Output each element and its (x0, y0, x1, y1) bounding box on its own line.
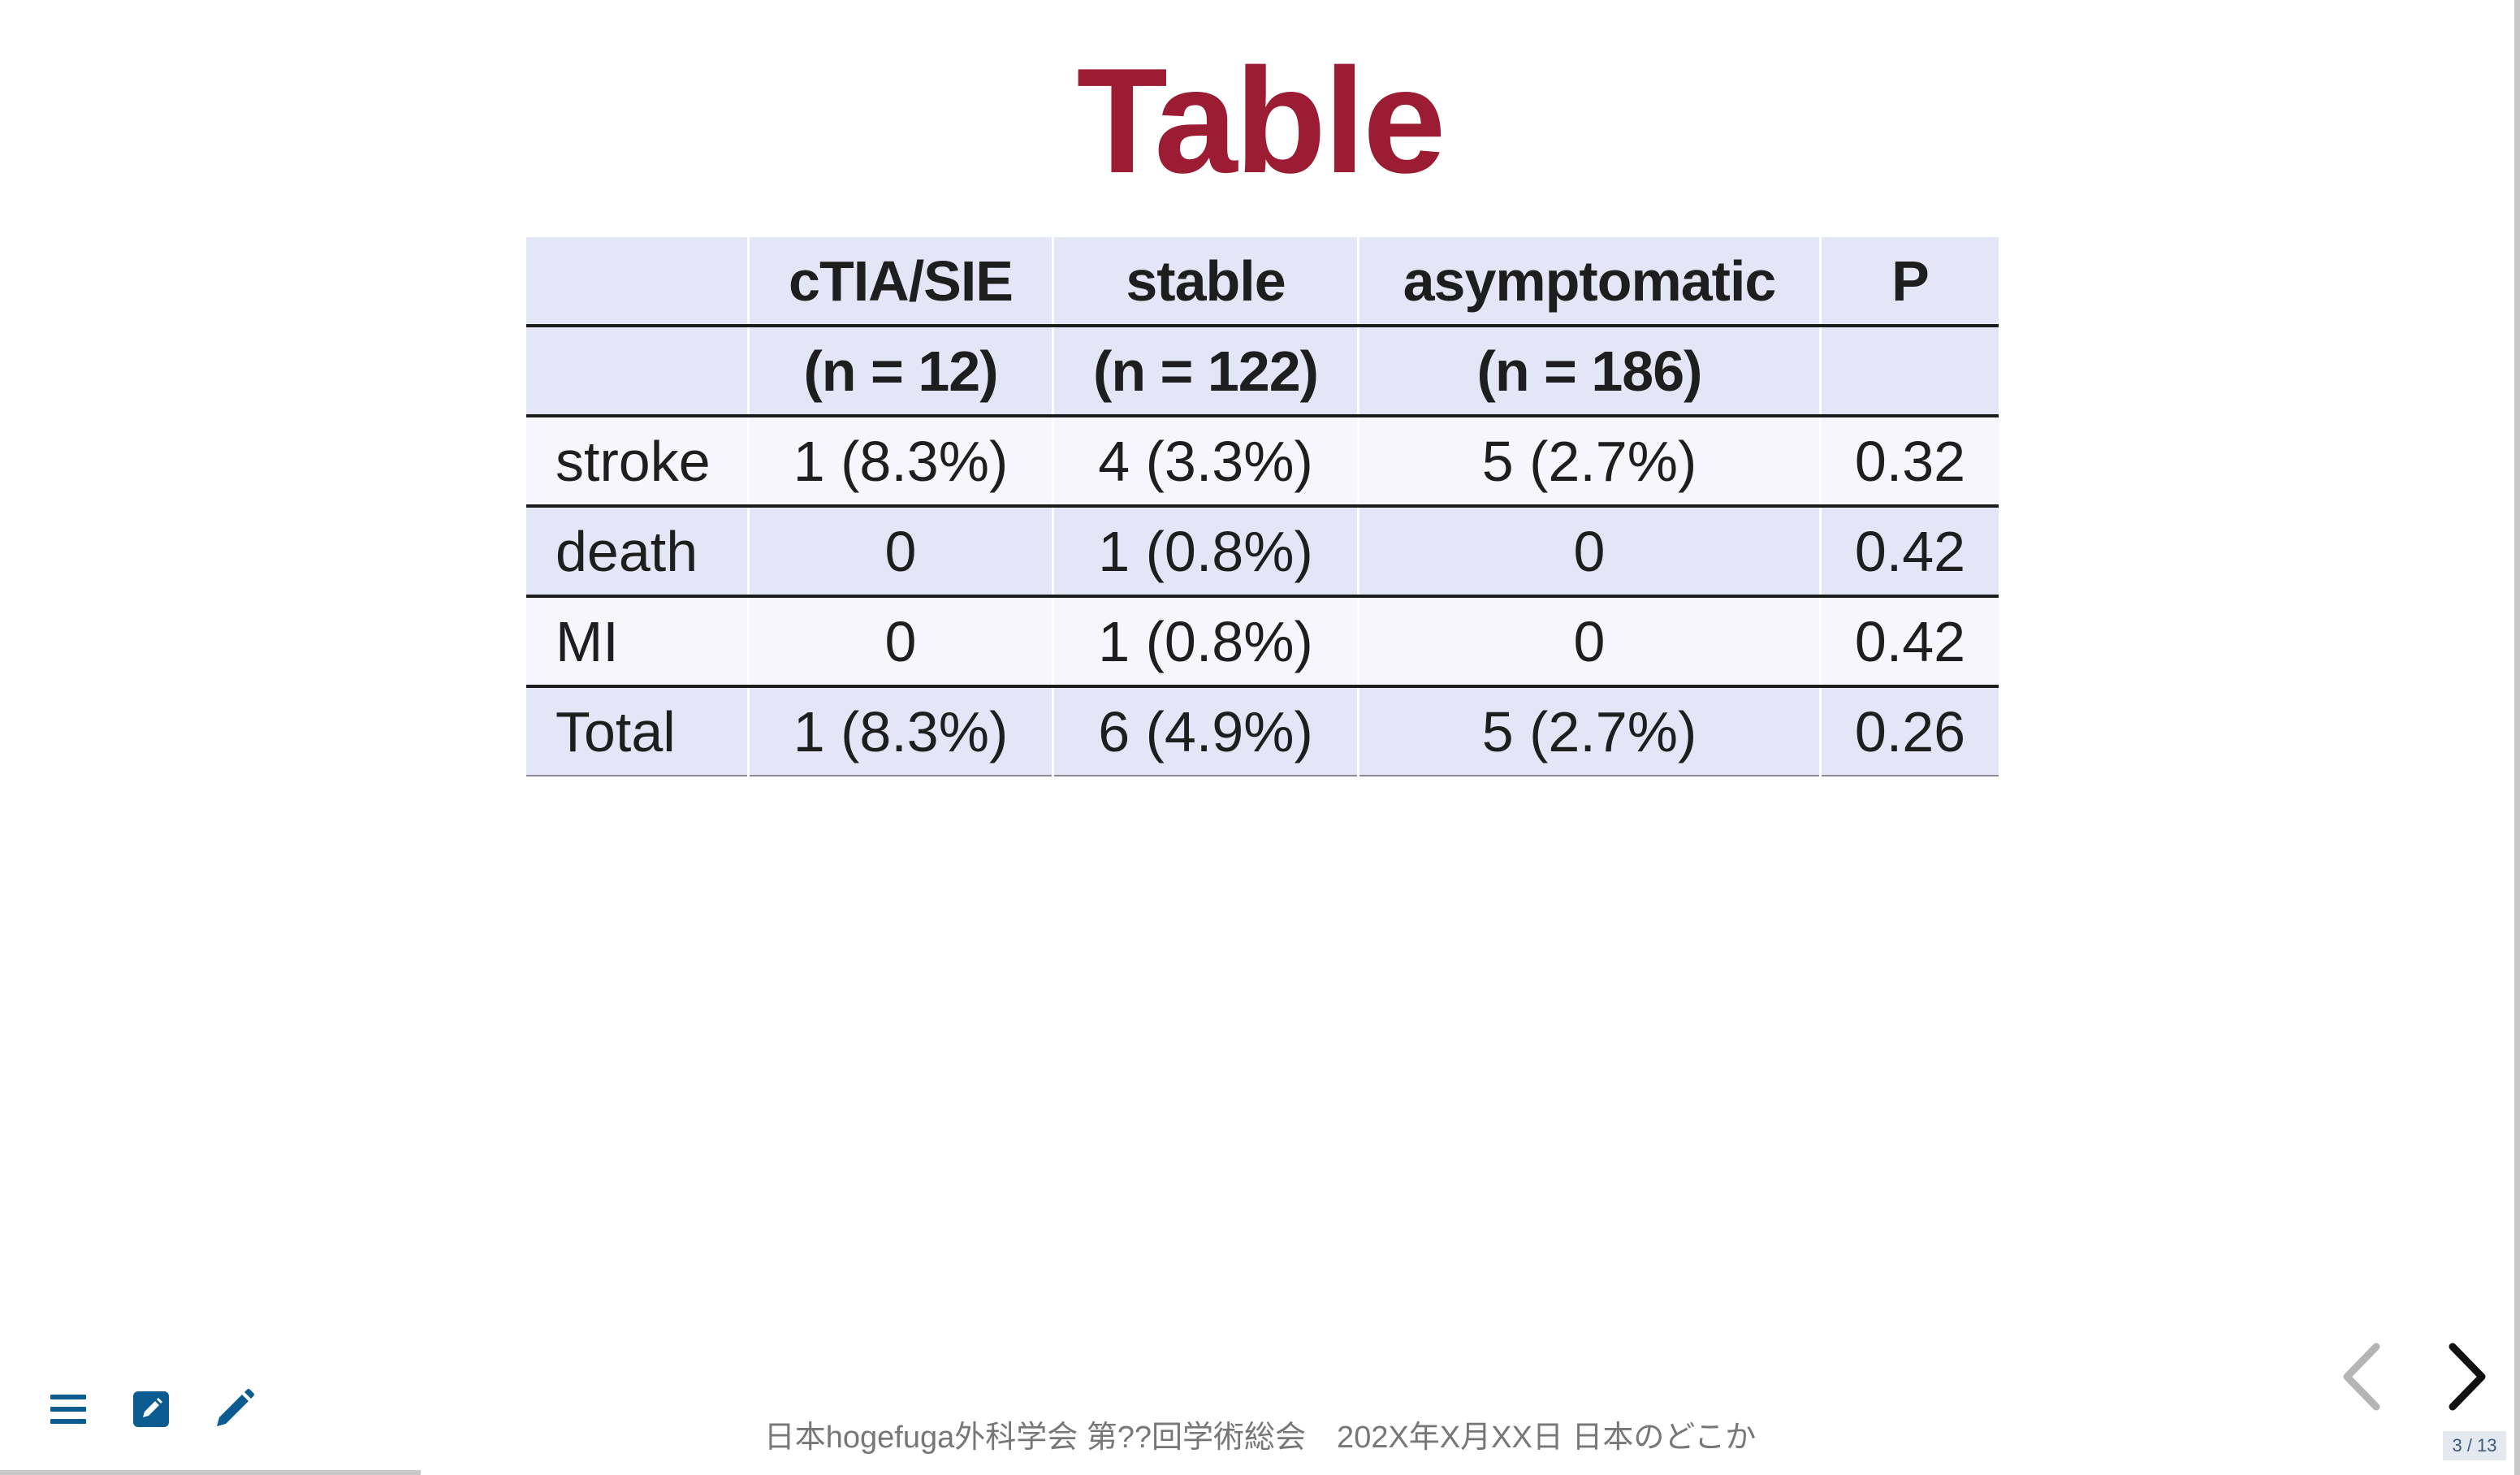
table-cell: 1 (8.3%) (747, 686, 1053, 776)
subheader-cell (1819, 326, 1999, 417)
table-cell: 1 (8.3%) (747, 416, 1053, 508)
row-label: stroke (526, 416, 749, 508)
table-cell: 5 (2.7%) (1357, 686, 1821, 776)
progress-bar (0, 1470, 421, 1475)
table-cell: 0.32 (1819, 416, 1999, 508)
menu-button[interactable] (44, 1385, 93, 1434)
pencil-icon (217, 1389, 254, 1426)
row-label: death (526, 506, 749, 598)
header-cell-p: P (1819, 237, 1999, 327)
slide-title: Table (1076, 37, 1446, 204)
subheader-cell: (n = 122) (1052, 326, 1359, 417)
subheader-cell: (n = 186) (1357, 326, 1821, 417)
slide-footer: 日本hogefuga外科学会 第??回学術総会 202X年X月XX日 日本のどこ… (763, 1421, 1757, 1455)
next-slide-button[interactable] (2435, 1340, 2500, 1413)
table-cell: 0 (747, 506, 1053, 598)
slide-toolbar (44, 1381, 292, 1438)
table-cell: 1 (0.8%) (1052, 506, 1359, 598)
chevron-left-icon (2343, 1343, 2380, 1411)
table-cell: 6 (4.9%) (1052, 686, 1359, 776)
table-row: death 0 1 (0.8%) 0 0.42 (526, 506, 1999, 598)
table-cell: 4 (3.3%) (1052, 416, 1359, 508)
scrollbar-edge (2514, 0, 2520, 1475)
table-row: MI 0 1 (0.8%) 0 0.42 (526, 596, 1999, 688)
header-cell-stable: stable (1052, 237, 1359, 327)
table-subheader-row: (n = 12) (n = 122) (n = 186) (526, 326, 1999, 417)
draw-button[interactable] (210, 1385, 258, 1434)
header-cell-ctia-sie: cTIA/SIE (747, 237, 1053, 327)
table-cell: 0.42 (1819, 506, 1999, 598)
row-label: MI (526, 596, 749, 688)
table-cell: 0.26 (1819, 686, 1999, 776)
page-indicator: 3 / 13 (2443, 1431, 2506, 1460)
table-cell: 0.42 (1819, 596, 1999, 688)
row-label: Total (526, 686, 749, 776)
subheader-cell (526, 326, 749, 417)
table-row: Total 1 (8.3%) 6 (4.9%) 5 (2.7%) 0.26 (526, 686, 1999, 776)
table-row: stroke 1 (8.3%) 4 (3.3%) 5 (2.7%) 0.32 (526, 416, 1999, 508)
prev-slide-button[interactable] (2329, 1340, 2394, 1413)
table-cell: 1 (0.8%) (1052, 596, 1359, 688)
results-table: cTIA/SIE stable asymptomatic P (n = 12) … (526, 237, 1999, 776)
table-cell: 0 (1357, 506, 1821, 598)
subheader-cell: (n = 12) (747, 326, 1053, 417)
table-header-row: cTIA/SIE stable asymptomatic P (526, 237, 1999, 327)
menu-icon (50, 1395, 86, 1424)
header-cell-asymptomatic: asymptomatic (1357, 237, 1821, 327)
table-cell: 5 (2.7%) (1357, 416, 1821, 508)
edit-square-icon (133, 1391, 169, 1427)
table-cell: 0 (1357, 596, 1821, 688)
header-cell-empty (526, 237, 749, 327)
chevron-right-icon (2449, 1343, 2486, 1411)
table-cell: 0 (747, 596, 1053, 688)
edit-slide-button[interactable] (127, 1385, 175, 1434)
